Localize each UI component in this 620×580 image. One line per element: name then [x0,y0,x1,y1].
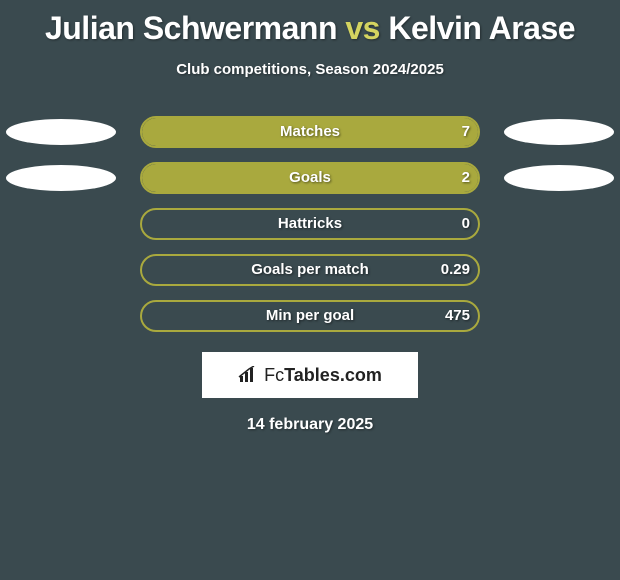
bar-track [140,254,480,286]
stat-row: Goals per match0.29 [0,254,620,286]
stat-row: Goals2 [0,162,620,194]
player2-name: Kelvin Arase [388,10,575,46]
subtitle: Club competitions, Season 2024/2025 [0,61,620,78]
right-ellipse [504,119,614,145]
fctables-logo: FcTables.com [202,352,418,398]
stat-row: Min per goal475 [0,300,620,332]
stat-row: Matches7 [0,116,620,148]
logo-fc: Fc [264,365,284,385]
bar-track [140,162,480,194]
comparison-title: Julian Schwermann vs Kelvin Arase [0,0,620,47]
fctables-logo-text: FcTables.com [238,365,382,386]
bar-fill [142,164,478,192]
logo-suffix: .com [340,365,382,385]
bar-track [140,116,480,148]
right-ellipse [504,165,614,191]
bar-track [140,300,480,332]
vs-text: vs [345,10,380,46]
logo-tables: Tables [284,365,340,385]
bar-fill [142,118,478,146]
date-text: 14 february 2025 [0,416,620,434]
stat-rows-container: Matches7 Goals2 Hattricks0 Goals per match0… [0,116,620,332]
chart-icon [238,366,260,384]
left-ellipse [6,165,116,191]
stat-row: Hattricks0 [0,208,620,240]
bar-track [140,208,480,240]
left-ellipse [6,119,116,145]
player1-name: Julian Schwermann [45,10,337,46]
